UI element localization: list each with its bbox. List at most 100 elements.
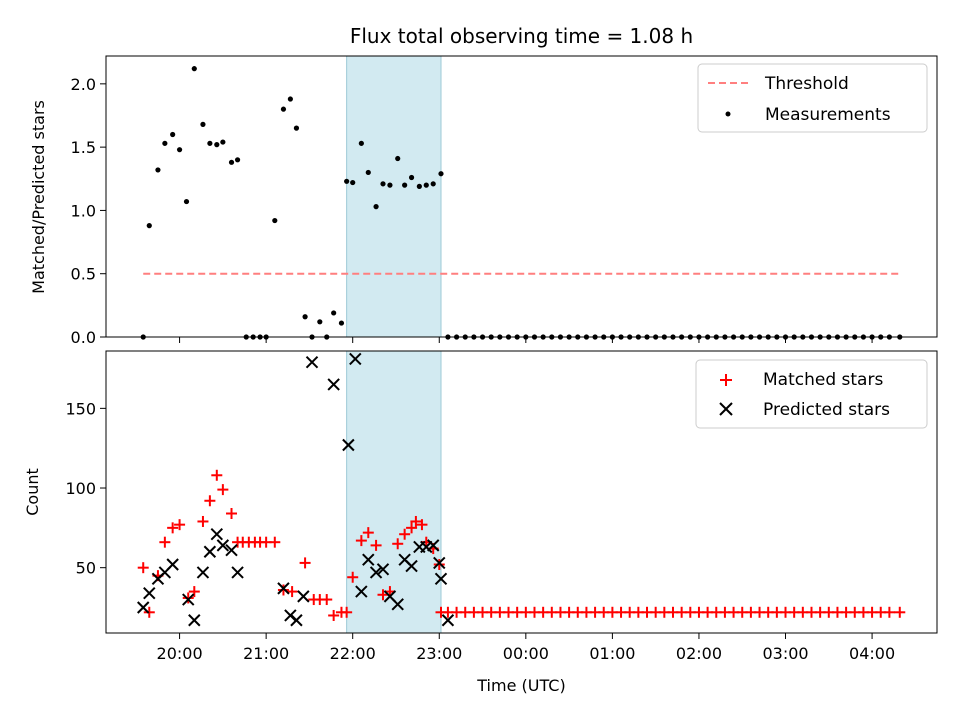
legend-threshold-label: Threshold (764, 74, 849, 94)
x-tick-label: 20:00 (157, 644, 203, 663)
count-plot-area (137, 352, 906, 627)
x-tick-label: 02:00 (676, 644, 722, 663)
y-tick: 150 (65, 399, 106, 418)
measurement-point (387, 182, 393, 188)
predicted-star-point (369, 566, 383, 579)
measurement-point (287, 96, 293, 102)
legend-matched-label: Matched stars (763, 370, 883, 390)
count-legend-box (695, 359, 928, 429)
matched-star-point (174, 519, 186, 531)
y-tick: 2.0 (71, 75, 106, 94)
matched-star-point (433, 558, 445, 570)
ratio-legend: Threshold Measurements (697, 63, 928, 133)
matched-star-point (377, 589, 389, 601)
predicted-star-point (297, 590, 310, 603)
measurement-point (234, 157, 241, 163)
x-tick-label: 03:00 (762, 644, 808, 663)
measurement-point (380, 181, 386, 187)
x-tick: 04:00 (849, 633, 895, 663)
y-tick-label: 0.5 (71, 265, 96, 284)
measurement-point (176, 147, 183, 153)
y-tick-label: 1.0 (71, 201, 96, 220)
legend-measurements-label: Measurements (765, 105, 891, 125)
measurement-point (191, 66, 197, 72)
measurement-point (365, 169, 371, 176)
predicted-star-point (376, 563, 390, 576)
x-tick: 23:00 (416, 633, 462, 663)
measurement-point (183, 198, 190, 205)
legend-predicted-swatch (719, 402, 733, 416)
matched-star-point (347, 571, 359, 583)
matched-star-point (416, 519, 428, 531)
matched-star-point (137, 562, 149, 574)
measurement-point (170, 131, 176, 138)
ratio-y-axis: 0.0 0.5 1.0 1.5 2.0 (71, 75, 106, 347)
y-tick: 50 (76, 559, 106, 578)
measurement-point (272, 217, 278, 224)
ratio-y-axis-label: Matched/Predicted stars (29, 100, 48, 294)
predicted-star-point (166, 558, 179, 571)
x-tick: 02:00 (676, 633, 722, 663)
measurement-point (430, 181, 436, 187)
matched-star-point (188, 586, 200, 598)
x-tick: 21:00 (243, 633, 289, 663)
y-tick-label: 100 (65, 479, 96, 498)
matched-star-point (226, 508, 238, 520)
matched-star-point (197, 515, 209, 527)
predicted-star-point (143, 586, 156, 600)
x-tick: 01:00 (589, 633, 635, 663)
matched-star-point (341, 606, 353, 618)
measurement-point (416, 183, 422, 189)
measurement-point (280, 106, 287, 112)
x-tick-label: 23:00 (416, 644, 462, 663)
matched-star-point (167, 522, 179, 534)
predicted-star-point (434, 572, 448, 586)
predicted-star-point (362, 553, 375, 566)
matched-star-point (321, 594, 333, 606)
legend-matched-swatch (720, 374, 732, 386)
y-tick-label: 50 (76, 559, 96, 578)
y-tick-label: 0.0 (71, 328, 96, 347)
predicted-star-point (182, 593, 195, 606)
y-tick-label: 1.5 (71, 138, 96, 157)
predicted-star-point (327, 378, 340, 391)
predicted-star-point (231, 566, 244, 579)
y-tick: 1.0 (71, 201, 106, 220)
x-tick: 20:00 (157, 633, 203, 663)
predicted-star-point (426, 539, 440, 552)
measurement-point (344, 178, 350, 184)
x-tick: 00:00 (503, 633, 549, 663)
measurement-point (438, 171, 444, 177)
x-tick: 03:00 (762, 633, 809, 663)
count-axes-frame (105, 350, 938, 634)
measurement-point (350, 179, 356, 186)
predicted-star-point (391, 598, 404, 611)
matched-star-point (269, 536, 281, 548)
predicted-star-point (441, 614, 455, 627)
measurement-point (214, 142, 220, 148)
predicted-star-point (210, 528, 224, 541)
matched-star-point (211, 469, 223, 481)
measurement-point (302, 314, 308, 320)
legend-measurements-swatch (725, 111, 731, 117)
measurement-point (402, 182, 408, 188)
measurement-point (395, 155, 401, 162)
chart-title: Flux total observing time = 1.08 h (350, 24, 693, 48)
measurement-point (317, 319, 323, 325)
y-tick-label: 150 (65, 399, 96, 418)
predicted-star-point (188, 614, 201, 627)
y-tick-label: 2.0 (71, 75, 96, 94)
predicted-star-point (349, 352, 362, 366)
observing-window-span (346, 55, 442, 338)
predicted-star-point (216, 539, 230, 552)
measurement-point (162, 140, 168, 146)
measurement-point (228, 159, 235, 165)
predicted-star-point (225, 543, 238, 557)
matched-star-point (362, 527, 374, 539)
count-y-axis-label: Count (23, 468, 42, 516)
measurement-point (423, 182, 429, 188)
predicted-star-point (355, 585, 368, 598)
count-panel: 50 100 150 20:00 21:00 22:00 23:00 00:00 01:00 0… (23, 350, 938, 695)
matched-star-point (355, 535, 367, 547)
